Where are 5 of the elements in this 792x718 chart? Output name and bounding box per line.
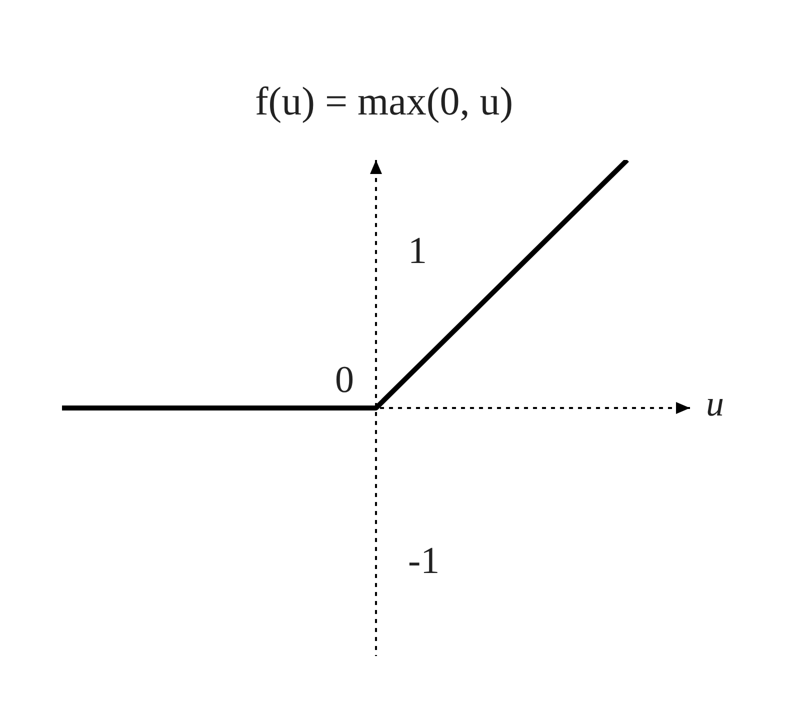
x-axis-title: u [706, 383, 724, 424]
y-tick-label: 1 [408, 230, 427, 272]
y-tick-label: -1 [408, 540, 440, 582]
chart-title: f(u) = max(0, u) [254, 78, 514, 124]
annotation: 0 [335, 358, 354, 401]
